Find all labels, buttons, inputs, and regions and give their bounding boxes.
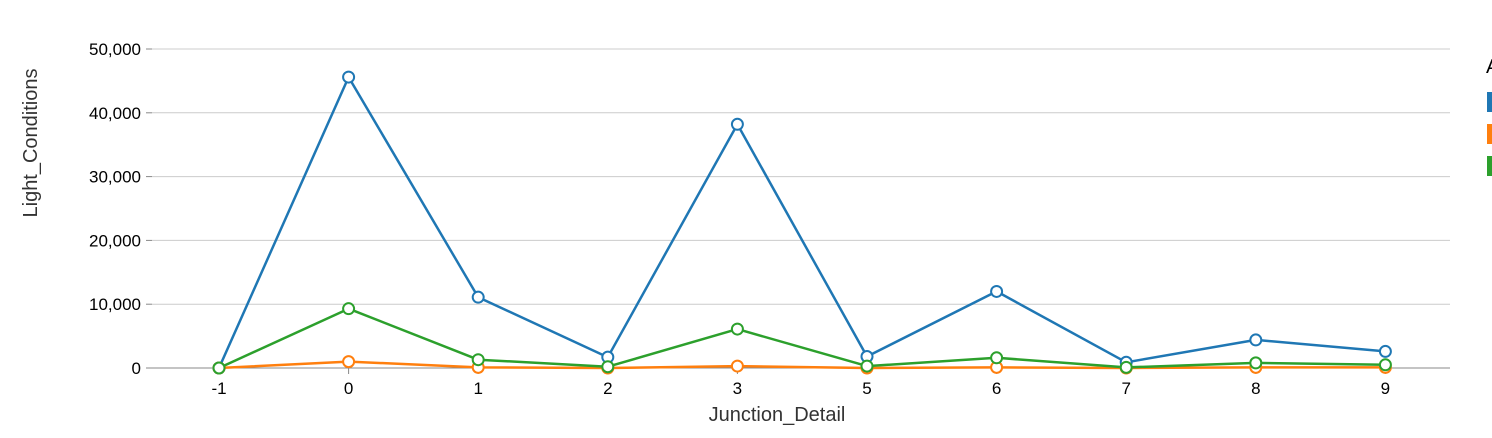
y-tick-label: 10,000 bbox=[89, 295, 141, 314]
series-3-point[interactable] bbox=[990, 351, 1004, 365]
series-2-point[interactable] bbox=[730, 359, 744, 373]
x-axis-title: Junction_Detail bbox=[709, 404, 846, 426]
legend-items bbox=[1487, 92, 1492, 176]
legend: A bbox=[1486, 56, 1492, 176]
y-tick-label: 50,000 bbox=[89, 40, 141, 59]
series-2-point[interactable] bbox=[342, 355, 356, 369]
legend-swatch-3 bbox=[1487, 156, 1492, 176]
x-tick-label: 7 bbox=[1121, 379, 1130, 398]
series-1-point[interactable] bbox=[730, 117, 744, 131]
y-axis-title: Light_Conditions bbox=[20, 69, 42, 218]
series-1-point[interactable] bbox=[1249, 333, 1263, 347]
x-tick-label: 6 bbox=[992, 379, 1001, 398]
x-axis-ticks: -1 0 1 2 3 5 6 7 8 9 bbox=[211, 368, 1390, 398]
series-1-point[interactable] bbox=[990, 284, 1004, 298]
legend-swatch-1 bbox=[1487, 92, 1492, 112]
x-tick-label: 9 bbox=[1381, 379, 1390, 398]
series-points bbox=[212, 70, 1392, 375]
series-3-point[interactable] bbox=[1249, 356, 1263, 370]
series-3-point[interactable] bbox=[1378, 358, 1392, 372]
y-tick-label: 40,000 bbox=[89, 104, 141, 123]
series-3-point[interactable] bbox=[212, 361, 226, 375]
series-1-point[interactable] bbox=[1378, 344, 1392, 358]
series-1-point[interactable] bbox=[342, 70, 356, 84]
x-tick-label: 3 bbox=[733, 379, 742, 398]
x-tick-label: -1 bbox=[211, 379, 226, 398]
x-tick-label: 5 bbox=[862, 379, 871, 398]
series-line-1 bbox=[217, 75, 1386, 369]
y-tick-label: 30,000 bbox=[89, 168, 141, 187]
series-lines bbox=[217, 75, 1386, 370]
gridlines bbox=[152, 48, 1450, 305]
series-line-3 bbox=[218, 307, 1386, 370]
x-tick-label: 1 bbox=[473, 379, 482, 398]
y-axis-ticks: 0 10,000 20,000 30,000 40,000 50,000 bbox=[89, 40, 152, 378]
series-3-point[interactable] bbox=[860, 359, 874, 373]
legend-swatch-2 bbox=[1487, 124, 1492, 144]
series-3-point[interactable] bbox=[342, 302, 356, 316]
legend-title: A bbox=[1486, 56, 1492, 78]
series-line-2 bbox=[218, 360, 1386, 370]
series-3-point[interactable] bbox=[1119, 360, 1133, 374]
x-tick-label: 0 bbox=[344, 379, 353, 398]
series-3-point[interactable] bbox=[601, 360, 615, 374]
series-3-point[interactable] bbox=[730, 322, 744, 336]
y-tick-label: 0 bbox=[132, 359, 141, 378]
y-tick-label: 20,000 bbox=[89, 231, 141, 250]
x-tick-label: 2 bbox=[603, 379, 612, 398]
series-1-point[interactable] bbox=[471, 290, 485, 304]
series-3-point[interactable] bbox=[471, 353, 485, 367]
x-tick-label: 8 bbox=[1251, 379, 1260, 398]
